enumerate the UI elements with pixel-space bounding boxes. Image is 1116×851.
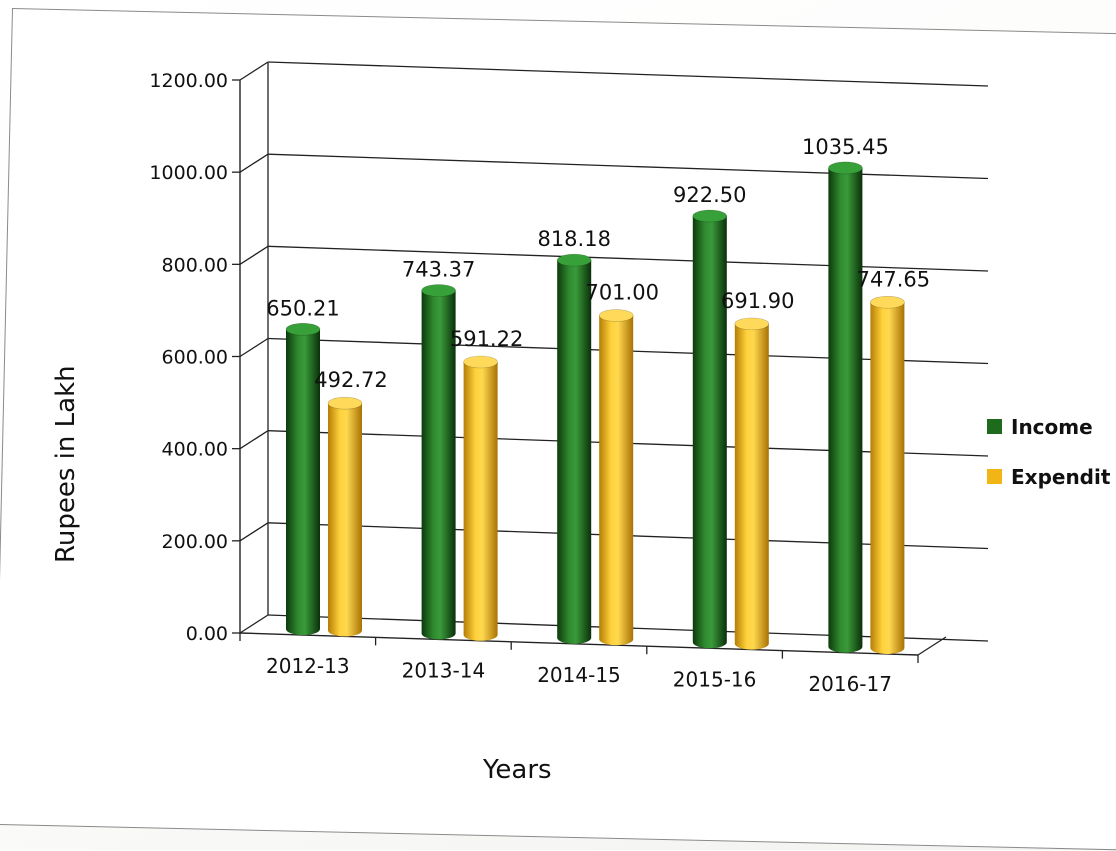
data-label-expendit: 691.90 xyxy=(721,289,794,313)
bar-body xyxy=(463,362,498,641)
bar-cap xyxy=(327,396,363,410)
data-label-income: 818.18 xyxy=(537,227,610,251)
x-axis-title: Years xyxy=(482,755,552,785)
data-label-income: 1035.45 xyxy=(802,135,889,159)
bar-cap xyxy=(828,161,863,175)
bars xyxy=(285,161,905,655)
y-tick-label: 200.00 xyxy=(162,531,228,553)
bar-body xyxy=(828,167,863,653)
bar-body xyxy=(286,329,320,636)
gridline xyxy=(267,153,989,180)
y-tick-label: 600.00 xyxy=(162,347,228,369)
gridline-depth xyxy=(239,245,269,265)
x-tick-label: 2014-15 xyxy=(537,663,621,687)
bar-body xyxy=(870,302,905,655)
x-axis xyxy=(239,632,919,656)
bar-body xyxy=(599,315,634,646)
gridline xyxy=(267,61,989,87)
bar-body xyxy=(557,260,592,644)
legend-swatch-expenditure xyxy=(987,469,1002,484)
y-tick-label: 0.00 xyxy=(186,623,228,645)
x-tick-label: 2016-17 xyxy=(808,672,892,696)
legend-swatch-income xyxy=(987,419,1002,434)
bar-income-2013-14 xyxy=(421,284,456,640)
data-label-income: 922.50 xyxy=(673,183,746,207)
bar-expendit-2012-13 xyxy=(327,396,363,637)
bar-cap xyxy=(870,295,905,309)
y-tick-label: 1200.00 xyxy=(149,70,228,92)
bar-expendit-2016-17 xyxy=(870,295,905,655)
y-tick-label: 400.00 xyxy=(162,439,228,461)
bar-body xyxy=(328,403,362,637)
data-label-income: 743.37 xyxy=(402,258,475,282)
axes: 0.00 200.00 400.00 600.00 800.00 1000.00 1200.… xyxy=(149,62,947,696)
bar-cap xyxy=(598,309,634,322)
bar-body xyxy=(421,290,456,640)
y-axis-title: Rupees in Lakh xyxy=(51,365,81,563)
data-label-expendit: 591.22 xyxy=(450,327,523,351)
bar-cap xyxy=(556,253,592,267)
data-label-expendit: 492.72 xyxy=(314,368,387,392)
gridline-depth xyxy=(239,61,269,81)
bar-cap xyxy=(463,355,498,369)
x-tick-label: 2015-16 xyxy=(673,667,757,691)
bar-cap xyxy=(421,284,456,297)
y-tick-label: 800.00 xyxy=(162,254,228,276)
bar-income-2016-17 xyxy=(828,161,863,653)
bar-body xyxy=(692,216,727,649)
bar-cap xyxy=(734,317,770,331)
y-tick-label: 1000.00 xyxy=(149,162,228,184)
x-tick-label: 2013-14 xyxy=(402,659,486,683)
bar-expendit-2014-15 xyxy=(598,309,634,646)
bar-income-2012-13 xyxy=(285,323,321,636)
legend-label-income: Income xyxy=(1011,415,1093,439)
bar-income-2015-16 xyxy=(692,209,728,649)
floor-edge xyxy=(917,636,947,656)
gridline-depth xyxy=(239,614,269,634)
bar-expendit-2015-16 xyxy=(734,317,770,650)
x-tick-label: 2012-13 xyxy=(266,654,350,678)
bar-income-2014-15 xyxy=(556,253,592,644)
data-labels: 650.21 743.37 818.18 922.50 1035.45 492.72 591… xyxy=(266,135,930,392)
legend-label-expenditure: Expendit xyxy=(1011,465,1111,489)
bar-expendit-2013-14 xyxy=(463,355,498,641)
gridline-depth xyxy=(239,522,269,542)
legend: Income Expendit xyxy=(987,415,1111,489)
data-label-income: 650.21 xyxy=(266,296,339,320)
gridline-depth xyxy=(239,153,269,173)
bar-cap xyxy=(692,209,728,223)
data-label-expendit: 747.65 xyxy=(857,267,930,291)
bar-cap xyxy=(285,323,321,336)
bar-body xyxy=(734,323,769,650)
gridline xyxy=(267,245,989,272)
gridline-depth xyxy=(239,337,269,358)
data-label-expendit: 701.00 xyxy=(585,281,658,305)
gridline-depth xyxy=(239,430,269,450)
